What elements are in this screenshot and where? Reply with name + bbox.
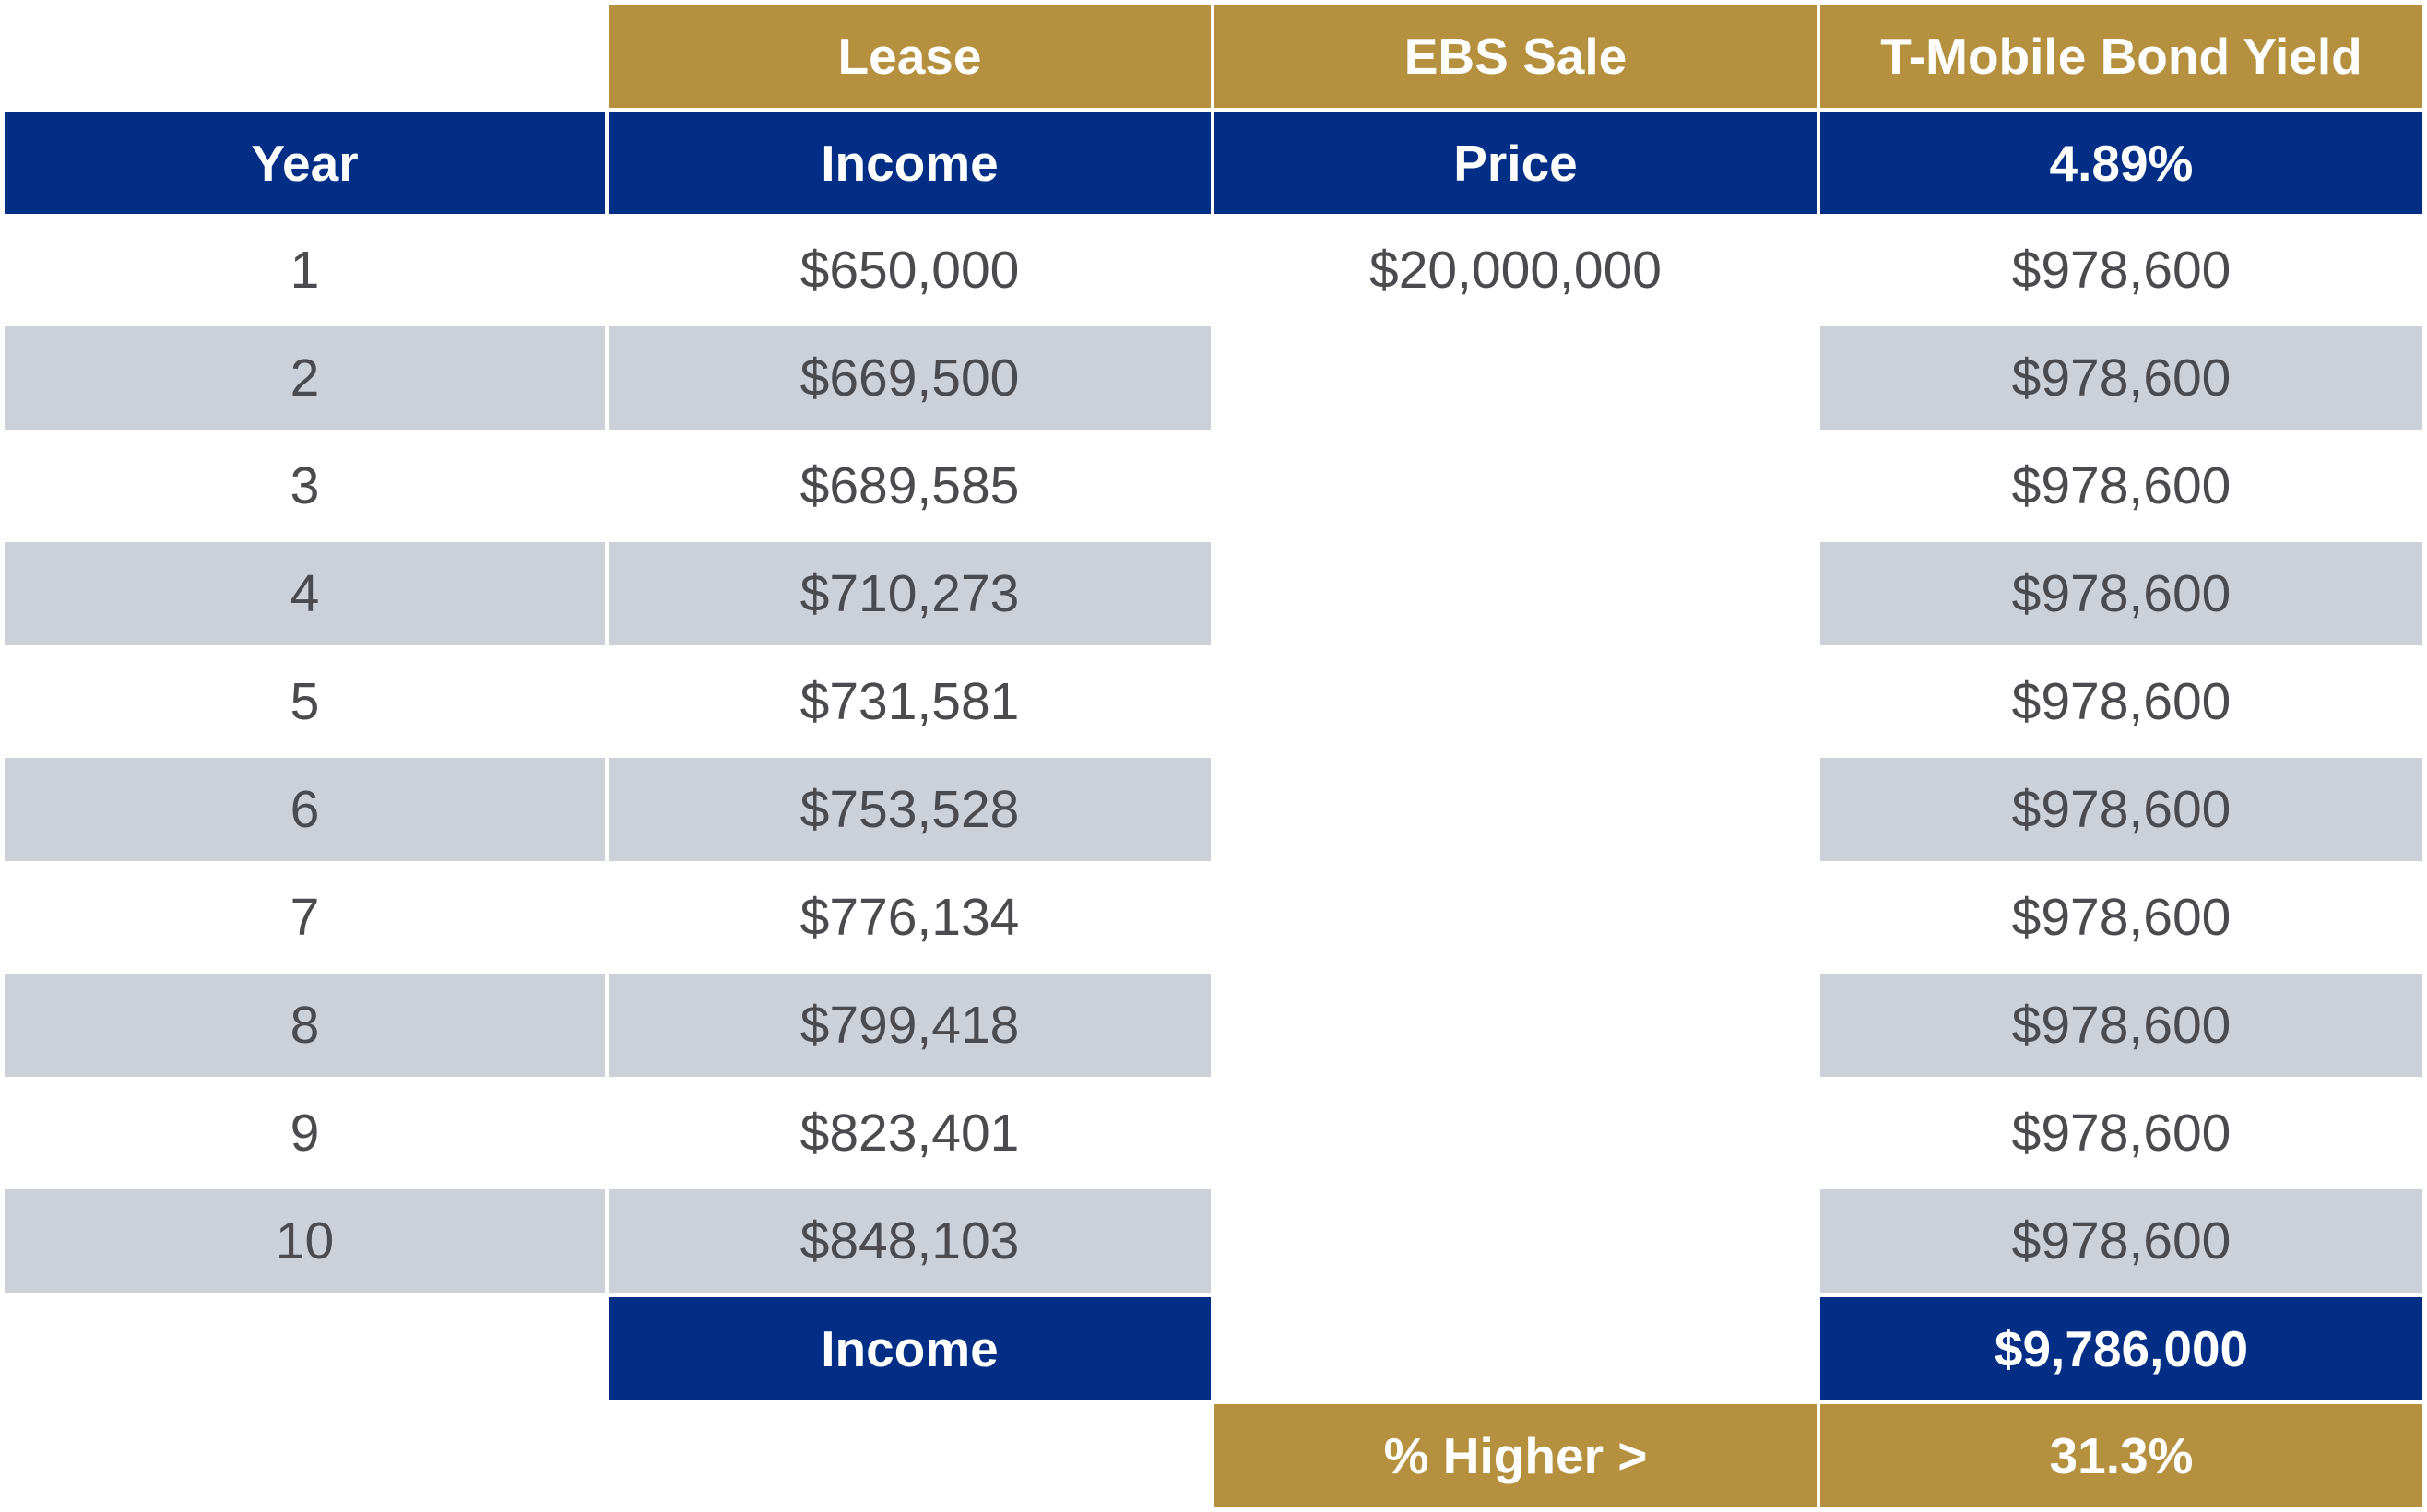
lease-income-cell: $710,273 [609,542,1211,645]
header-price: Price [1214,112,1817,214]
ebs-price-cell [1214,542,1817,645]
lease-income-cell: $753,528 [609,758,1211,861]
header-bond-yield: T-Mobile Bond Yield [1820,5,2422,108]
year-cell: 3 [5,434,605,537]
percent-higher-label: % Higher > [1214,1404,1817,1507]
ebs-price-cell [1214,866,1817,969]
year-cell: 7 [5,866,605,969]
year-cell: 6 [5,758,605,861]
header-ebs-sale: EBS Sale [1214,5,1817,108]
lease-income-cell: $776,134 [609,866,1211,969]
year-cell: 1 [5,219,605,322]
lease-income-cell: $669,500 [609,326,1211,430]
ebs-price-cell [1214,974,1817,1077]
lease-income-cell: $731,581 [609,650,1211,753]
header-lease: Lease [609,5,1211,108]
ebs-price-cell [1214,1189,1817,1293]
year-cell: 2 [5,326,605,430]
header-income: Income [609,112,1211,214]
percent-higher-value: 31.3% [1820,1404,2422,1507]
year-cell: 4 [5,542,605,645]
totals-income-label: Income [609,1297,1211,1400]
lease-income-cell: $823,401 [609,1081,1211,1185]
year-cell: 8 [5,974,605,1077]
ebs-price-cell [1214,434,1817,537]
bond-income-cell: $978,600 [1820,866,2422,969]
bond-income-cell: $978,600 [1820,219,2422,322]
bond-income-cell: $978,600 [1820,758,2422,861]
bond-income-cell: $978,600 [1820,1189,2422,1293]
bond-income-cell: $978,600 [1820,650,2422,753]
year-cell: 5 [5,650,605,753]
year-cell: 9 [5,1081,605,1185]
ebs-price-cell [1214,1081,1817,1185]
year-cell: 10 [5,1189,605,1293]
bond-income-cell: $978,600 [1820,974,2422,1077]
totals-bond-income: $9,786,000 [1820,1297,2422,1400]
ebs-price-cell [1214,758,1817,861]
header-yield-rate: 4.89% [1820,112,2422,214]
header-year: Year [5,112,605,214]
ebs-price-cell [1214,650,1817,753]
lease-income-cell: $848,103 [609,1189,1211,1293]
lease-income-cell: $689,585 [609,434,1211,537]
lease-income-cell: $650,000 [609,219,1211,322]
bond-income-cell: $978,600 [1820,542,2422,645]
bond-income-cell: $978,600 [1820,434,2422,537]
bond-income-cell: $978,600 [1820,326,2422,430]
ebs-price-cell: $20,000,000 [1214,219,1817,322]
bond-income-cell: $978,600 [1820,1081,2422,1185]
lease-income-cell: $799,418 [609,974,1211,1077]
ebs-price-cell [1214,326,1817,430]
